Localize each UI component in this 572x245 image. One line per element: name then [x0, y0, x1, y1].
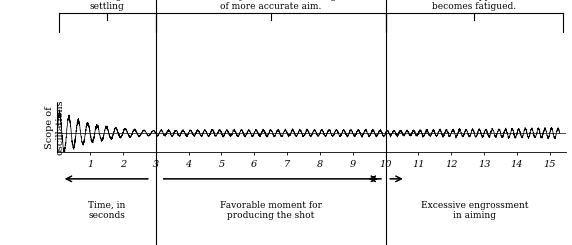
Text: Increase in scope of
oscillations as the
muscular apparatus
becomes fatigued.: Increase in scope of oscillations as the… — [428, 0, 521, 11]
Text: Time, in
seconds: Time, in seconds — [88, 201, 125, 220]
Text: Oscillations
during
settling: Oscillations during settling — [80, 0, 133, 11]
Y-axis label: Scope of
oscillations: Scope of oscillations — [45, 99, 64, 155]
Text: Excessive engrossment
in aiming: Excessive engrossment in aiming — [420, 201, 528, 220]
Text: Decrease in scope of
oscillations as the
result of the stabilization
of the syst: Decrease in scope of oscillations as the… — [205, 0, 336, 11]
Text: Favorable moment for
producing the shot: Favorable moment for producing the shot — [220, 201, 321, 220]
